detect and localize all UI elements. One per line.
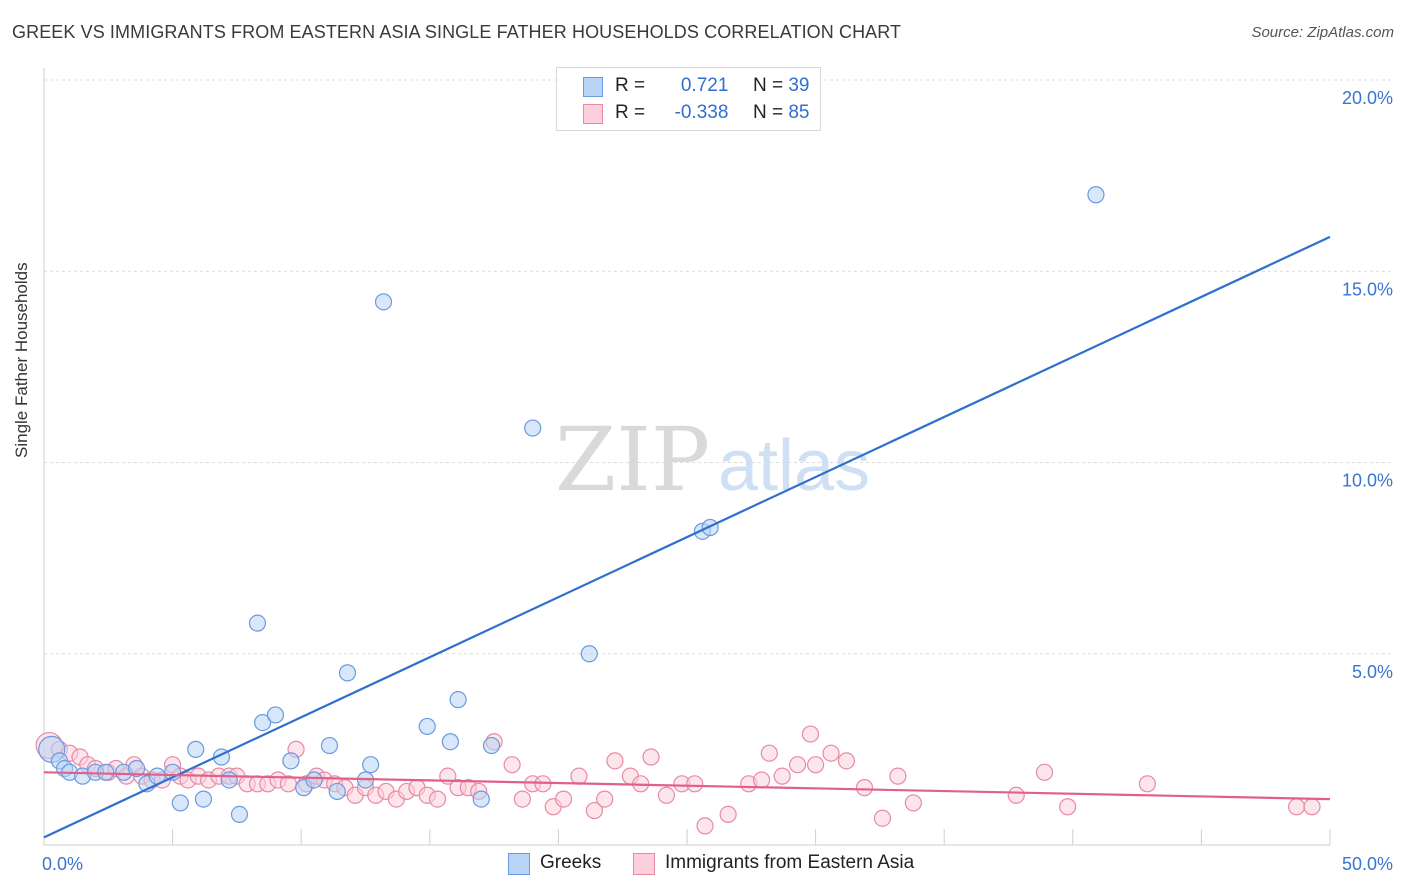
- data-point: [801, 725, 820, 743]
- data-point: [855, 779, 874, 797]
- data-point: [696, 817, 714, 835]
- data-point: [266, 706, 285, 724]
- data-point: [1303, 798, 1321, 816]
- data-point: [585, 801, 604, 820]
- data-point: [719, 805, 737, 824]
- legend-label-greeks: Greeks: [540, 852, 602, 873]
- legend-r-value: 0.721: [680, 75, 729, 96]
- data-point: [1059, 798, 1077, 816]
- data-point: [889, 767, 907, 785]
- data-point: [248, 614, 267, 632]
- data-point: [230, 805, 249, 824]
- data-point: [482, 736, 501, 755]
- correlation-legend: R = 0.721 N = 39 R = -0.338 N = 85: [556, 67, 821, 131]
- y-tick-label: 15.0%: [1342, 279, 1393, 299]
- x-tick-label: 0.0%: [42, 854, 83, 874]
- data-point: [524, 419, 542, 437]
- data-point: [1035, 763, 1054, 781]
- legend-n-value: 39: [788, 75, 810, 96]
- x-tick-label: 50.0%: [1342, 854, 1393, 874]
- data-point: [328, 782, 346, 801]
- data-point: [596, 790, 614, 808]
- legend-n-label: N =: [752, 102, 784, 123]
- data-point: [788, 756, 807, 774]
- data-point: [904, 794, 922, 812]
- trend-line: [43, 771, 1331, 801]
- grid-lines: [44, 79, 1392, 655]
- data-point: [418, 717, 436, 736]
- data-point: [686, 775, 704, 793]
- chart-title: GREEK VS IMMIGRANTS FROM EASTERN ASIA SI…: [12, 22, 902, 42]
- data-point: [428, 790, 447, 808]
- data-point: [305, 771, 323, 789]
- data-point: [1138, 775, 1156, 793]
- legend-n-value: 85: [788, 102, 810, 123]
- data-point: [701, 518, 719, 537]
- legend-swatch-immigrants: [583, 104, 603, 124]
- data-point: [127, 759, 146, 778]
- data-point: [580, 645, 598, 663]
- chart-source: Source: ZipAtlas.com: [1251, 24, 1394, 41]
- data-point: [657, 786, 676, 804]
- data-point: [362, 756, 380, 774]
- trend-line: [43, 235, 1331, 839]
- data-point: [570, 767, 588, 785]
- y-tick-label: 5.0%: [1352, 662, 1393, 682]
- legend-swatch-greeks: [583, 77, 603, 97]
- y-axis-label: Single Father Households: [12, 262, 31, 458]
- data-point: [760, 744, 778, 762]
- data-point: [220, 771, 238, 789]
- legend-swatch-greeks: [508, 853, 530, 875]
- tick-labels: 5.0% 10.0% 15.0% 20.0% 0.0% 50.0%: [42, 88, 1393, 874]
- data-point: [554, 790, 573, 808]
- data-point: [1087, 186, 1105, 204]
- y-tick-label: 10.0%: [1342, 471, 1393, 491]
- data-point: [338, 664, 357, 682]
- y-tick-label: 20.0%: [1342, 88, 1393, 108]
- data-point: [806, 756, 825, 774]
- data-point: [254, 713, 272, 732]
- data-point: [194, 790, 213, 808]
- data-point: [441, 733, 459, 751]
- watermark: ZIP atlas: [555, 408, 870, 511]
- legend-n-label: N =: [752, 75, 784, 96]
- data-point: [752, 771, 771, 789]
- data-point: [187, 740, 205, 758]
- legend-swatch-immigrants: [633, 853, 655, 875]
- data-point: [1007, 786, 1025, 804]
- watermark-atlas: atlas: [718, 426, 870, 506]
- legend-r-label: R =: [615, 102, 646, 123]
- data-point: [873, 809, 892, 827]
- data-point: [837, 752, 856, 770]
- data-point: [472, 790, 490, 808]
- data-point: [171, 794, 189, 812]
- data-point: [513, 790, 531, 808]
- data-point: [606, 752, 624, 770]
- data-point: [374, 293, 393, 311]
- data-point: [320, 736, 339, 755]
- data-point: [822, 744, 840, 762]
- axes: [43, 68, 1331, 846]
- legend-label-immigrants: Immigrants from Eastern Asia: [665, 852, 915, 873]
- data-point: [773, 767, 791, 785]
- watermark-zip: ZIP: [555, 408, 710, 511]
- data-point: [642, 748, 660, 766]
- data-point: [97, 763, 115, 781]
- legend-r-value: -0.338: [674, 102, 729, 123]
- data-point: [1287, 798, 1306, 816]
- legend-r-label: R =: [615, 75, 646, 96]
- trend-lines: [43, 235, 1331, 839]
- data-point: [503, 756, 521, 774]
- data-point: [449, 691, 467, 709]
- data-point: [282, 752, 300, 770]
